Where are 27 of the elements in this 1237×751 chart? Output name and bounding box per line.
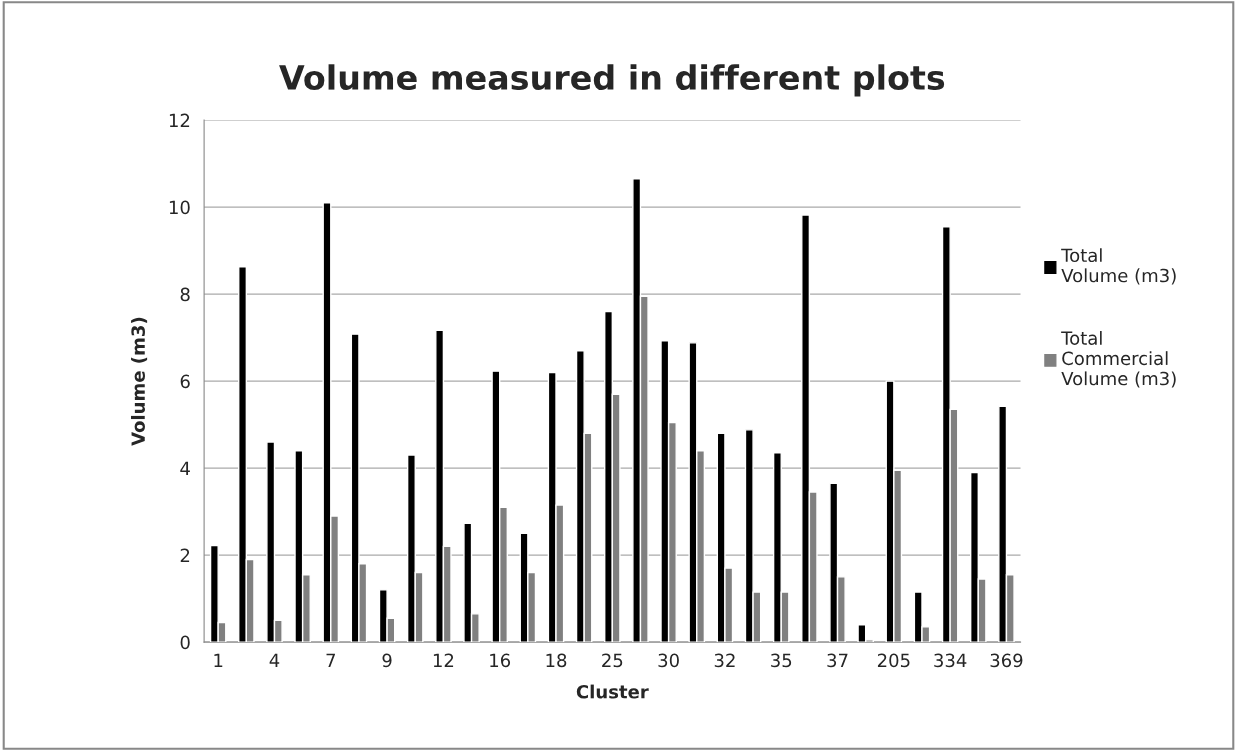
x-tick-label: 32 [714,653,735,668]
legend-label: Total Commercial Volume (m3) [1061,330,1176,388]
y-tick-label: 8 [180,287,190,302]
x-tick-label: 37 [827,653,848,668]
x-tick-label: 4 [269,653,280,667]
y-tick-label: 12 [169,113,190,128]
x-tick-label: 18 [546,653,567,668]
x-tick-label: 1 [214,653,223,667]
x-tick-label: 25 [602,653,623,668]
x-tick-label: 12 [433,653,454,667]
x-tick-label: 334 [934,653,967,668]
chart-title: Volume measured in different plots [279,64,945,97]
y-tick-label: 10 [169,200,190,215]
y-tick-label: 4 [180,461,190,475]
y-tick-label: 6 [180,374,190,389]
legend-label: Total Volume (m3) [1061,248,1176,285]
x-tick-label: 205 [877,653,910,668]
x-tick-label: 30 [658,653,679,668]
x-tick-label: 9 [382,653,392,668]
y-tick-label: 0 [180,635,190,650]
x-tick-label: 16 [490,653,511,668]
y-tick-label: 2 [180,548,190,562]
x-tick-label: 35 [771,653,792,668]
x-tick-label: 7 [326,653,335,667]
y-axis-title: Volume (m3) [131,317,148,446]
x-tick-label: 369 [990,653,1023,668]
x-axis-title: Cluster [576,684,649,699]
